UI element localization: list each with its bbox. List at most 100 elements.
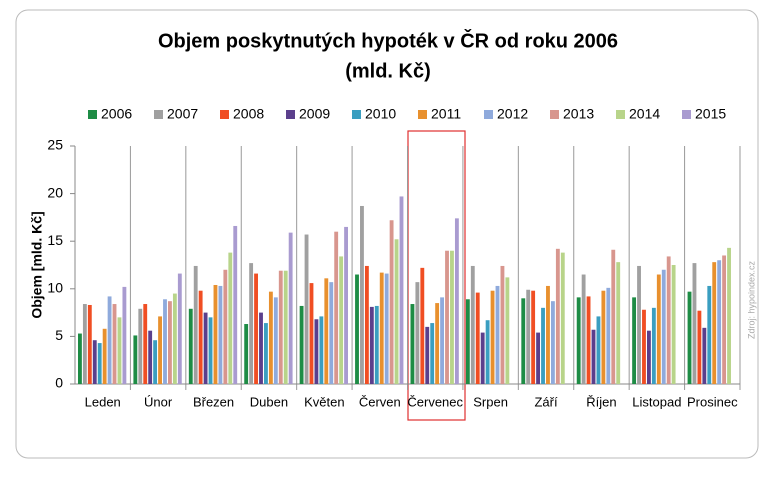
bar xyxy=(254,273,258,384)
legend-swatch xyxy=(418,110,427,119)
bar xyxy=(430,323,435,384)
bar xyxy=(264,323,268,384)
legend-label: 2007 xyxy=(167,106,198,122)
x-tick-label: Leden xyxy=(85,394,121,409)
legend-label: 2006 xyxy=(101,106,132,122)
bar xyxy=(500,265,505,384)
bar xyxy=(102,328,107,384)
bar xyxy=(425,326,430,384)
legend-label: 2015 xyxy=(695,106,726,122)
bar xyxy=(555,248,560,384)
bar xyxy=(702,327,707,384)
legend-label: 2011 xyxy=(431,106,461,122)
bar xyxy=(505,277,510,384)
x-tick-label: Duben xyxy=(250,394,288,409)
bar xyxy=(596,316,601,384)
bar xyxy=(244,324,249,384)
bar xyxy=(374,305,379,384)
bar xyxy=(661,269,666,384)
bar xyxy=(278,270,283,384)
source: Zdroj: hypoindex.cz xyxy=(746,260,756,339)
x-tick-label: Září xyxy=(534,394,558,409)
bar xyxy=(203,312,208,384)
bar xyxy=(213,284,218,384)
bar xyxy=(153,340,158,384)
bar xyxy=(324,278,329,384)
bar xyxy=(445,250,449,384)
bar xyxy=(687,291,692,384)
bar xyxy=(249,263,254,384)
bar xyxy=(642,309,646,384)
bar xyxy=(82,304,87,384)
bar xyxy=(355,274,359,384)
x-tick-label: Říjen xyxy=(586,394,616,409)
bar xyxy=(360,205,364,384)
bar xyxy=(228,252,233,384)
bar xyxy=(717,260,722,384)
bar xyxy=(531,290,536,384)
bar xyxy=(692,263,697,384)
bar xyxy=(576,297,581,384)
bar xyxy=(637,265,641,384)
bar xyxy=(92,340,97,384)
x-tick-label: Listopad xyxy=(632,394,681,409)
bar xyxy=(616,262,621,384)
chart-subtitle: (mld. Kč) xyxy=(345,60,431,82)
x-tick-label: Srpen xyxy=(473,394,508,409)
bar xyxy=(399,196,404,384)
bar xyxy=(521,298,526,384)
bar xyxy=(172,293,177,384)
legend-swatch xyxy=(286,110,295,119)
y-tick-label: 0 xyxy=(55,375,63,391)
bar xyxy=(193,265,198,384)
bar xyxy=(133,335,138,384)
bar xyxy=(223,269,228,384)
bar xyxy=(646,330,651,384)
bar xyxy=(526,289,531,384)
legend-swatch xyxy=(484,110,493,119)
bar xyxy=(495,285,500,384)
bar xyxy=(586,296,591,384)
bar xyxy=(158,316,162,384)
bar xyxy=(415,282,420,384)
bar xyxy=(314,319,319,384)
legend-label: 2013 xyxy=(563,106,594,122)
bar xyxy=(435,303,440,384)
bar xyxy=(97,343,102,384)
legend-label: 2008 xyxy=(233,106,264,122)
bar xyxy=(581,274,586,384)
legend-swatch xyxy=(352,110,361,119)
bar xyxy=(309,283,314,384)
x-tick-label: Prosinec xyxy=(687,394,738,409)
bar xyxy=(283,270,288,384)
bar xyxy=(112,304,117,384)
bar xyxy=(560,252,565,384)
legend-swatch xyxy=(550,110,559,119)
bar xyxy=(671,265,676,384)
x-tick-label: Květen xyxy=(304,394,344,409)
legend-swatch xyxy=(682,110,691,119)
legend-swatch xyxy=(88,110,97,119)
bar xyxy=(233,225,238,384)
bar xyxy=(712,262,717,384)
bar xyxy=(168,301,172,384)
bar xyxy=(273,297,278,384)
bar xyxy=(138,308,143,384)
bar xyxy=(606,287,611,384)
bar xyxy=(666,256,671,384)
legend-swatch xyxy=(220,110,229,119)
bar xyxy=(410,304,415,384)
bar xyxy=(611,249,616,384)
bar xyxy=(339,256,344,384)
bar xyxy=(420,267,425,384)
bar xyxy=(601,290,606,384)
bar xyxy=(117,317,122,384)
bar xyxy=(78,333,82,384)
legend-swatch xyxy=(154,110,163,119)
bar xyxy=(490,290,495,384)
bar xyxy=(87,304,92,384)
bar xyxy=(394,239,399,384)
bar xyxy=(651,307,656,384)
bar xyxy=(450,250,454,384)
